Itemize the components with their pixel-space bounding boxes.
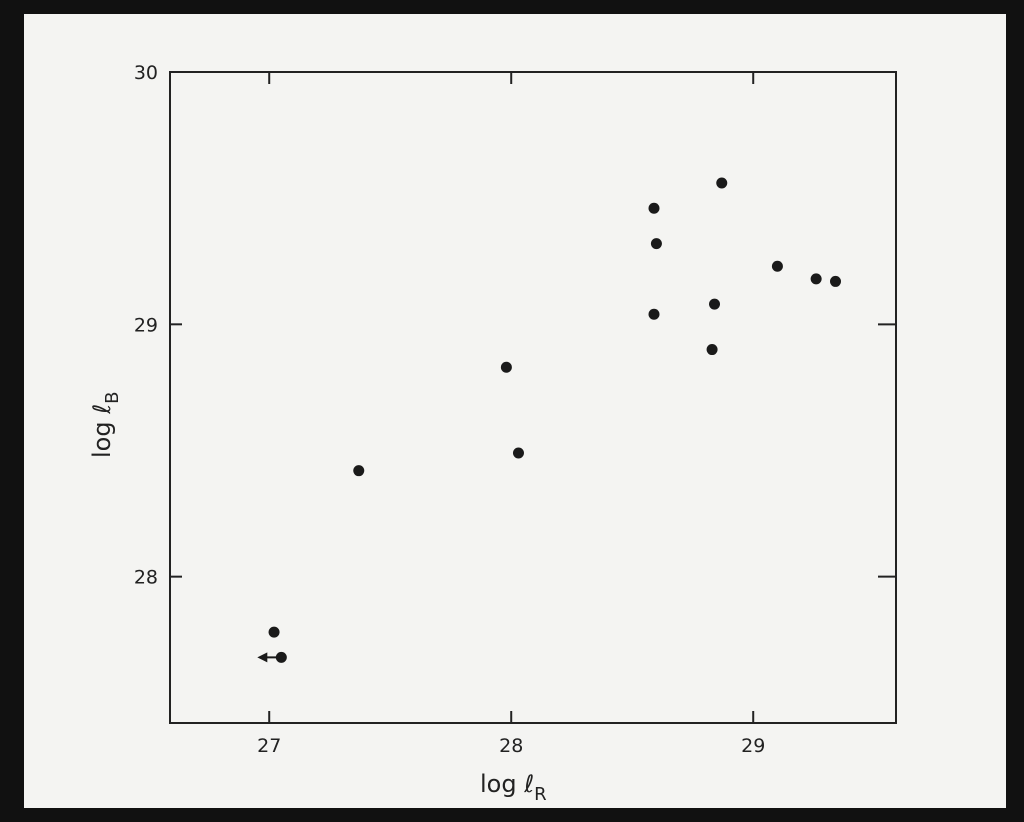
x-tick-label: 29 (741, 735, 765, 757)
plot-frame (169, 71, 897, 724)
data-point (650, 238, 662, 250)
data-point (771, 260, 783, 272)
data-point (353, 465, 365, 477)
data-point (810, 273, 822, 285)
x-axis-label: log ℓR (480, 770, 547, 805)
data-point (648, 308, 660, 320)
data-point (648, 202, 660, 214)
y-tick-label: 29 (134, 314, 158, 336)
upper-limit-arrow-icon (257, 652, 268, 663)
x-tick-label: 27 (257, 735, 281, 757)
data-point (830, 275, 841, 287)
y-tick-label: 30 (134, 62, 158, 84)
y-axis-label: log ℓB (88, 392, 123, 459)
data-point (709, 298, 720, 310)
y-tick-label: 28 (134, 567, 158, 589)
data-point (706, 344, 718, 356)
data-point (500, 361, 512, 373)
data-point (268, 626, 280, 638)
data-point (512, 447, 524, 459)
data-point (716, 177, 728, 189)
slide (24, 14, 1006, 808)
x-tick-label: 28 (499, 735, 523, 757)
